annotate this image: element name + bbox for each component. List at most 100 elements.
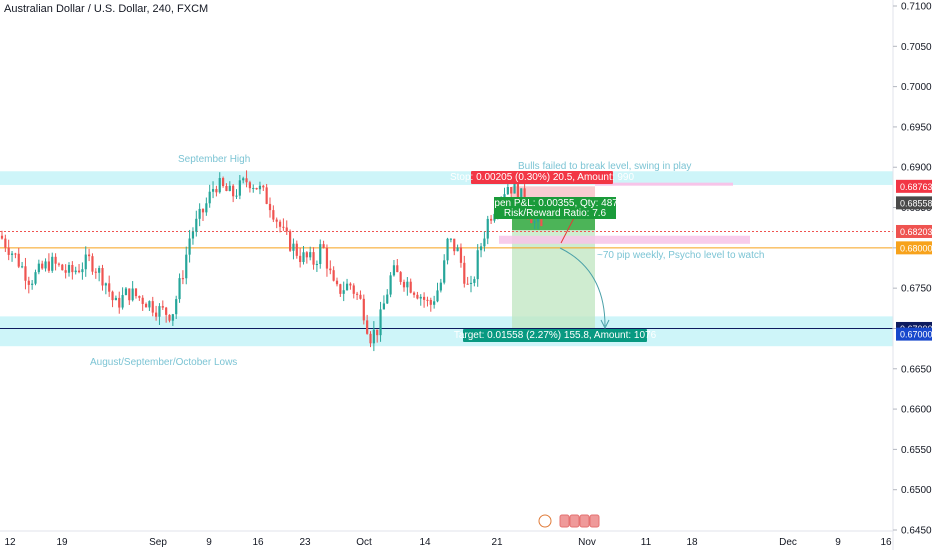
candle-body <box>37 263 40 273</box>
candle <box>134 288 138 299</box>
candle <box>218 172 221 194</box>
candle-body <box>309 252 312 258</box>
price-badge-bg <box>896 241 932 255</box>
candle <box>211 181 215 199</box>
candle-body <box>144 303 148 308</box>
candle <box>265 183 268 205</box>
candle <box>188 229 191 263</box>
candle <box>201 208 205 221</box>
candle <box>369 331 372 348</box>
candle <box>412 291 416 298</box>
candle-body <box>238 180 241 196</box>
candle <box>315 260 318 272</box>
candle-body <box>134 288 138 297</box>
candle <box>44 258 47 272</box>
candle <box>262 184 265 191</box>
candle <box>396 259 399 273</box>
candle <box>376 329 379 343</box>
candle <box>386 289 389 304</box>
candle-body <box>466 283 469 285</box>
candle <box>31 279 34 290</box>
target-label: Target: 0.01558 (2.27%) 155.8, Amount: 1… <box>454 329 657 342</box>
candle <box>155 305 158 321</box>
price-badge: 0.68558 <box>896 196 932 210</box>
candle <box>215 185 218 197</box>
candle-body <box>188 238 191 255</box>
target-label-bg <box>463 329 647 342</box>
candle <box>402 279 406 292</box>
candle <box>57 262 61 267</box>
candle-body <box>332 270 335 281</box>
open-pl-bg <box>494 197 616 219</box>
candle-body <box>151 301 154 313</box>
candle <box>51 252 54 273</box>
candle-body <box>285 227 288 232</box>
chart-title: Australian Dollar / U.S. Dollar, 240, FX… <box>4 3 209 15</box>
candle <box>302 245 305 265</box>
candle-body <box>540 218 543 227</box>
candle <box>41 260 44 270</box>
candle <box>335 277 339 287</box>
candle-body <box>71 265 74 273</box>
candle-body <box>77 270 81 273</box>
candle-body <box>232 185 235 197</box>
candle-body <box>282 226 285 228</box>
candle <box>165 306 168 323</box>
candle-body <box>342 290 345 294</box>
candle <box>436 282 439 303</box>
candle <box>171 313 174 327</box>
candle-body <box>349 283 352 286</box>
candle <box>144 302 148 308</box>
open-pl-label: Open P&L: 0.00355, Qty: 4878Risk/Reward … <box>487 197 624 219</box>
candle-body <box>255 187 258 190</box>
candle <box>47 253 50 273</box>
candle <box>61 263 64 271</box>
candle <box>479 242 483 258</box>
candle <box>0 230 4 240</box>
candle-body <box>372 329 375 344</box>
candle-body <box>536 218 540 222</box>
candle <box>98 265 101 282</box>
rr-text: Risk/Reward Ratio: 7.6 <box>504 208 607 219</box>
candle <box>312 247 315 270</box>
candle <box>453 238 456 256</box>
candle-body <box>168 314 171 321</box>
zone-september-high <box>0 171 893 185</box>
economic-event-icons <box>538 514 600 528</box>
candle-body <box>0 235 4 239</box>
candle-body <box>108 283 111 292</box>
candle <box>168 314 171 323</box>
candle-body <box>44 261 47 269</box>
price-badge-bg <box>896 179 932 193</box>
candle <box>362 294 365 325</box>
candle <box>473 276 476 287</box>
candle <box>141 295 144 311</box>
x-tick-label: 12 <box>4 537 16 548</box>
candle-body <box>51 256 54 271</box>
candle <box>232 184 235 203</box>
x-tick-label: 16 <box>880 537 892 548</box>
x-tick-label: Sep <box>149 537 167 548</box>
candle-body <box>121 295 124 308</box>
candle <box>409 278 412 294</box>
x-tick-label: 9 <box>835 537 841 548</box>
candle <box>205 197 208 216</box>
candle-body <box>57 263 61 265</box>
candle-body <box>386 294 389 304</box>
x-tick-label: 18 <box>686 537 698 548</box>
candle-body <box>235 195 238 197</box>
candle <box>446 237 449 265</box>
candle <box>228 181 231 192</box>
annotation-lows: August/September/October Lows <box>90 357 237 368</box>
candle <box>366 314 369 335</box>
x-tick-label: 19 <box>56 537 68 548</box>
candle-body <box>195 218 198 232</box>
candle-body <box>178 278 181 300</box>
annotation-bulls: Bulls failed to break level, swing in pl… <box>518 161 691 172</box>
x-tick-label: 11 <box>641 537 652 548</box>
candle <box>433 295 436 309</box>
candle <box>14 252 17 259</box>
price-badge-bg <box>896 196 932 210</box>
